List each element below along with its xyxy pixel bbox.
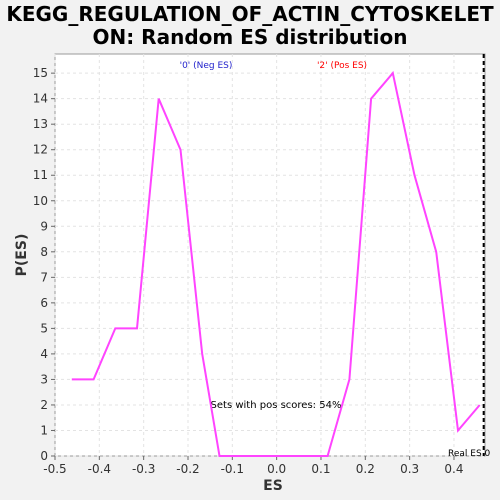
y-axis-label: P(ES) xyxy=(14,234,30,277)
chart-title-line-2: ON: Random ES distribution xyxy=(92,25,407,49)
y-tick-label: 10 xyxy=(33,194,48,208)
y-tick-label: 4 xyxy=(40,347,48,361)
y-tick-label: 14 xyxy=(33,92,48,106)
grid-lines xyxy=(54,54,485,457)
x-tick-label: 0.1 xyxy=(311,462,330,476)
y-tick-label: 7 xyxy=(40,270,48,284)
y-tick-label: 15 xyxy=(33,66,48,80)
y-tick-label: 9 xyxy=(40,219,48,233)
neg-es-label: '0' (Neg ES) xyxy=(180,61,233,71)
x-tick-label: -0.3 xyxy=(132,462,155,476)
series-layer xyxy=(71,70,481,457)
y-tick-label: 3 xyxy=(40,372,48,386)
chart-title-line-1: KEGG_REGULATION_OF_ACTIN_CYTOSKELET xyxy=(6,2,494,26)
y-tick-label: 0 xyxy=(40,449,48,463)
y-tick-label: 2 xyxy=(40,398,48,412)
y-tick-label: 5 xyxy=(40,321,48,335)
y-tick-label: 13 xyxy=(33,117,48,131)
y-tick-label: 12 xyxy=(33,143,48,157)
pos-scores-annotation: Sets with pos scores: 54% xyxy=(211,400,342,411)
plot-area xyxy=(54,53,486,457)
y-tick-label: 1 xyxy=(40,423,48,437)
x-tick-label: 0.3 xyxy=(400,462,419,476)
x-tick-label: 0.4 xyxy=(444,462,463,476)
real-es-label: Real ES 0 xyxy=(448,449,491,459)
x-axis-label: ES xyxy=(263,478,283,494)
x-tick-label: -0.4 xyxy=(88,462,111,476)
y-tick-label: 6 xyxy=(40,296,48,310)
series-line xyxy=(71,70,481,457)
x-tick-label: -0.2 xyxy=(176,462,199,476)
x-tick-label: 0.2 xyxy=(356,462,375,476)
y-tick-label: 11 xyxy=(33,168,48,182)
x-tick-label: -0.1 xyxy=(221,462,244,476)
x-tick-label: -0.5 xyxy=(43,462,66,476)
x-tick-label: 0.0 xyxy=(267,462,286,476)
y-tick-label: 8 xyxy=(40,245,48,259)
pos-es-label: '2' (Pos ES) xyxy=(317,61,367,71)
